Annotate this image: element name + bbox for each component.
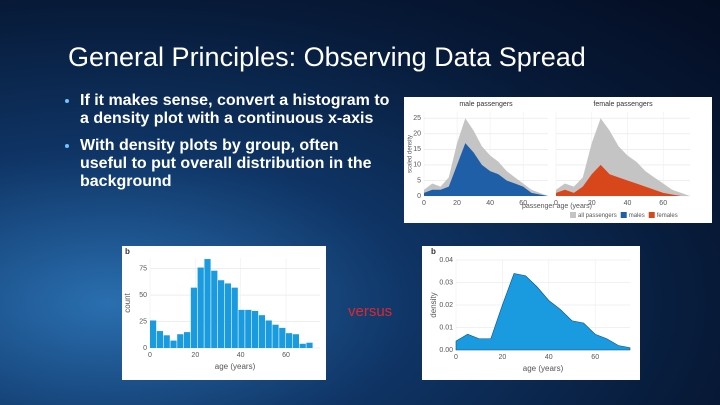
bullet: If it makes sense, convert a histogram t… <box>80 92 390 128</box>
bar <box>150 320 157 348</box>
y-axis-label: scaled density <box>408 135 414 173</box>
y-tick-label: 25 <box>139 318 147 325</box>
x-tick-label: 20 <box>191 352 199 359</box>
x-axis-label: age (years) <box>215 362 256 371</box>
x-tick-label: 0 <box>554 200 558 207</box>
bar <box>306 342 313 348</box>
bar <box>231 287 238 348</box>
bar <box>245 309 252 348</box>
bar <box>211 270 218 348</box>
x-axis-label: age (years) <box>523 364 564 373</box>
slide-title: General Principles: Observing Data Sprea… <box>68 42 586 72</box>
x-tick-label: 60 <box>282 352 290 359</box>
bar <box>299 343 306 348</box>
y-tick-label: 0.03 <box>439 279 453 286</box>
facet-title: female passengers <box>593 101 653 108</box>
legend-swatch <box>570 212 576 218</box>
bar <box>279 327 286 348</box>
y-tick-label: 0.02 <box>439 302 453 309</box>
y-tick-label: 5 <box>417 177 421 184</box>
x-axis-label: passenger age (years) <box>522 203 592 210</box>
bar <box>170 340 177 348</box>
bar <box>204 259 211 348</box>
bar <box>286 333 293 348</box>
x-tick-label: 60 <box>591 354 599 361</box>
y-tick-label: 10 <box>413 162 421 169</box>
bar <box>272 324 279 348</box>
y-tick-label: 0.01 <box>439 324 453 331</box>
bar <box>265 320 272 348</box>
bar <box>238 309 245 348</box>
legend-swatch <box>620 212 627 218</box>
x-tick-label: 20 <box>453 200 461 207</box>
x-tick-label: 40 <box>237 352 245 359</box>
legend-label: males <box>629 213 645 219</box>
legend-label: females <box>657 213 678 219</box>
y-axis-label: density <box>429 292 438 317</box>
bar <box>258 315 265 348</box>
legend-label: all passengers <box>578 213 617 219</box>
y-axis-label: count <box>123 292 132 312</box>
x-tick-label: 40 <box>486 200 494 207</box>
y-tick-label: 75 <box>139 265 147 272</box>
bar <box>156 331 163 348</box>
bar <box>190 287 197 348</box>
y-tick-label: 15 <box>413 146 421 153</box>
x-tick-label: 0 <box>422 200 426 207</box>
panel-label: b <box>125 247 130 256</box>
area <box>455 273 631 351</box>
y-tick-label: 0.00 <box>439 347 453 354</box>
area <box>556 118 690 196</box>
bar <box>197 267 204 348</box>
x-tick-label: 0 <box>454 354 458 361</box>
y-tick-label: 25 <box>413 115 421 122</box>
x-tick-label: 20 <box>499 354 507 361</box>
bullet: With density plots by group, often usefu… <box>80 137 390 191</box>
x-tick-label: 20 <box>588 200 596 207</box>
bar <box>163 335 170 348</box>
bullet-list: If it makes sense, convert a histogram t… <box>62 92 390 200</box>
y-tick-label: 0 <box>417 193 421 200</box>
y-tick-label: 50 <box>139 292 147 299</box>
bar <box>184 332 191 348</box>
bar <box>292 334 299 348</box>
area <box>556 164 690 196</box>
x-tick-label: 60 <box>519 200 527 207</box>
bar <box>252 310 259 348</box>
panel-label: b <box>431 247 436 256</box>
y-tick-label: 0 <box>143 345 147 352</box>
facet-title: male passengers <box>459 101 513 108</box>
y-tick-label: 20 <box>413 131 421 138</box>
x-tick-label: 60 <box>659 200 667 207</box>
bar <box>224 283 231 348</box>
versus-label: versus <box>348 303 393 320</box>
x-tick-label: 0 <box>148 352 152 359</box>
x-tick-label: 40 <box>545 354 553 361</box>
bar <box>177 334 184 348</box>
y-tick-label: 0.04 <box>439 257 453 264</box>
legend-swatch <box>648 212 655 218</box>
area <box>424 143 548 196</box>
x-tick-label: 40 <box>624 200 632 207</box>
bar <box>218 280 225 348</box>
